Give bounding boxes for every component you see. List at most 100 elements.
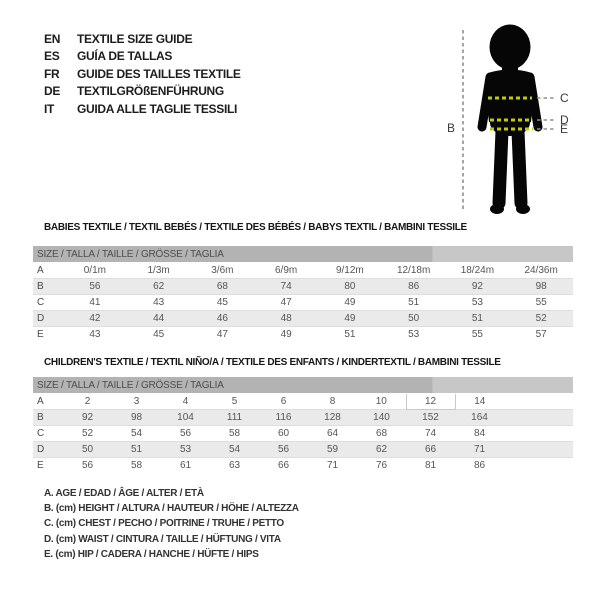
filler-cell (504, 410, 573, 426)
row-letter: E (37, 460, 44, 471)
legend-line: D. (cm) WAIST / CINTURA / TAILLE / HÜFTU… (44, 533, 281, 545)
waist-label: D (560, 113, 569, 127)
language-row: EN TEXTILE SIZE GUIDE (44, 31, 241, 48)
table-row: C 41 43 45 47 49 51 53 55 (33, 295, 573, 311)
size-value-cell: 49 (280, 329, 292, 340)
row-letter: E (37, 329, 44, 340)
language-guide-title: TEXTILGRÖßENFÜHRUNG (77, 84, 224, 99)
size-value-cell: 2 (84, 396, 91, 407)
size-value-cell: 54 (228, 444, 241, 455)
row-letter: A (37, 265, 44, 276)
size-value-cell: 62 (375, 444, 388, 455)
size-value-cell: 60 (277, 428, 290, 439)
table-row: B 92 98 104 111 116 128 140 152 164 (33, 409, 573, 426)
size-value-cell: 80 (344, 281, 356, 292)
size-value-cell: 104 (177, 412, 194, 423)
size-value-cell: 76 (375, 460, 388, 471)
size-value-cell: 68 (375, 428, 388, 439)
language-row: FR GUIDE DES TAILLES TEXTILE (44, 66, 241, 83)
row-letter: A (37, 396, 44, 407)
size-value-cell: 111 (226, 412, 243, 423)
babies-size-table: SIZE / TALLA / TAILLE / GRÖSSE / TAGLIA A… (33, 246, 573, 342)
filler-cell (504, 394, 573, 410)
table-header-bar: SIZE / TALLA / TAILLE / GRÖSSE / TAGLIA (33, 377, 573, 394)
legend-line: E. (cm) HIP / CADERA / HANCHE / HÜFTE / … (44, 548, 259, 560)
size-value-cell: 3/6m (211, 265, 234, 276)
language-guide-title: GUIDE DES TAILLES TEXTILE (77, 66, 241, 81)
size-value-cell: 12 (405, 393, 456, 410)
size-value-cell: 12/18m (396, 265, 431, 276)
language-guide-title: GUÍA DE TALLAS (77, 49, 173, 64)
size-value-cell: 6 (280, 396, 287, 407)
size-value-cell: 164 (471, 412, 488, 423)
row-letter: C (37, 297, 45, 308)
size-value-cell: 10 (375, 396, 387, 407)
size-value-cell: 68 (216, 281, 228, 292)
size-value-cell: 18/24m (460, 265, 495, 276)
table-row: B 56 62 68 74 80 86 92 98 (33, 278, 573, 295)
size-value-cell: 47 (280, 297, 292, 308)
size-value-cell: 24/36m (524, 265, 558, 276)
size-value-cell: 71 (473, 444, 486, 455)
size-value-cell: 48 (280, 313, 292, 324)
language-row: ES GUÍA DE TALLAS (44, 48, 241, 65)
size-value-cell: 98 (130, 412, 143, 423)
table-row: C 52 54 56 58 60 64 68 74 84 (33, 426, 573, 442)
size-value-cell: 55 (471, 329, 483, 340)
table-row: E 43 45 47 49 51 53 55 57 (33, 327, 573, 343)
language-code: EN (44, 32, 61, 46)
size-value-cell: 86 (473, 460, 486, 471)
size-value-cell: 59 (326, 444, 339, 455)
size-value-cell: 98 (535, 281, 547, 292)
size-value-cell: 64 (326, 428, 339, 439)
table-header-bar: SIZE / TALLA / TAILLE / GRÖSSE / TAGLIA (33, 246, 573, 263)
table-row: D 50 51 53 54 56 59 62 66 71 (33, 441, 573, 458)
children-section-title: CHILDREN'S TEXTILE / TEXTIL NIÑO/A / TEX… (44, 357, 501, 368)
language-code: DE (44, 84, 61, 99)
hip-label: E (560, 122, 568, 136)
size-value-cell: 58 (228, 428, 241, 439)
babies-section-title: BABIES TEXTILE / TEXTIL BEBÉS / TEXTILE … (44, 222, 467, 233)
legend-line: B. (cm) HEIGHT / ALTURA / HAUTEUR / HÖHE… (44, 503, 299, 515)
size-value-cell: 0/1m (83, 265, 106, 276)
row-letter: C (37, 428, 45, 439)
language-row: DE TEXTILGRÖßENFÜHRUNG (44, 83, 241, 100)
size-value-cell: 51 (471, 313, 483, 324)
silhouette-shape (477, 24, 543, 214)
size-value-cell: 45 (153, 329, 165, 340)
size-value-cell: 5 (231, 396, 238, 407)
language-guide-title: GUIDA ALLE TAGLIE TESSILI (77, 101, 238, 116)
size-value-cell: 52 (81, 428, 94, 439)
size-value-cell: 56 (81, 460, 94, 471)
size-value-cell: 71 (326, 460, 339, 471)
size-value-cell: 54 (130, 428, 143, 439)
language-code: IT (44, 101, 55, 116)
legend-line: C. (cm) CHEST / PECHO / POITRINE / TRUHE… (44, 518, 284, 530)
size-value-cell: 58 (130, 460, 143, 471)
legend-line: A. AGE / EDAD / ÂGE / ALTER / ETÀ (44, 488, 204, 499)
size-value-cell: 51 (344, 329, 356, 340)
table-row: A 0/1m 1/3m 3/6m 6/9m 9/12m 12/18m 18/24m 24/36m (33, 263, 573, 279)
language-guide-title: TEXTILE SIZE GUIDE (77, 32, 193, 46)
language-row: IT GUIDA ALLE TAGLIE TESSILI (44, 101, 241, 118)
size-value-cell: 66 (277, 460, 290, 471)
size-value-cell: 152 (422, 412, 439, 423)
size-value-cell: 61 (179, 460, 192, 471)
size-value-cell: 4 (182, 396, 189, 407)
size-value-cell: 6/9m (275, 265, 298, 276)
size-value-cell: 41 (89, 297, 101, 308)
size-value-cell: 42 (89, 313, 101, 324)
table-row: A 2 3 4 5 6 8 10 12 14 (33, 393, 573, 410)
language-code: FR (44, 66, 60, 81)
size-value-cell: 43 (153, 297, 165, 308)
size-value-cell: 1/3m (147, 265, 170, 276)
size-value-cell: 84 (473, 428, 486, 439)
size-value-cell: 49 (344, 297, 356, 308)
size-value-cell: 51 (408, 297, 420, 308)
size-value-cell: 49 (344, 313, 356, 324)
size-value-cell: 74 (280, 281, 292, 292)
child-silhouette-icon: B C D E (447, 24, 569, 214)
size-value-cell: 62 (153, 281, 165, 292)
size-value-cell: 52 (535, 313, 547, 324)
